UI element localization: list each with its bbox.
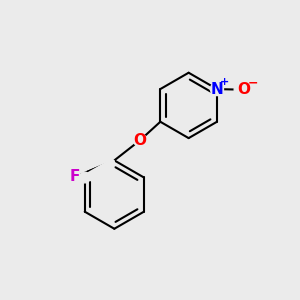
Circle shape	[70, 172, 81, 182]
Circle shape	[234, 83, 247, 96]
Circle shape	[210, 82, 224, 96]
Circle shape	[80, 172, 90, 183]
Text: O: O	[134, 133, 147, 148]
Text: N: N	[211, 82, 223, 97]
Text: −: −	[248, 76, 259, 90]
FancyArrowPatch shape	[87, 162, 112, 176]
Text: +: +	[220, 76, 230, 87]
Text: O: O	[237, 82, 250, 97]
Circle shape	[134, 134, 147, 147]
Text: F: F	[70, 169, 80, 184]
